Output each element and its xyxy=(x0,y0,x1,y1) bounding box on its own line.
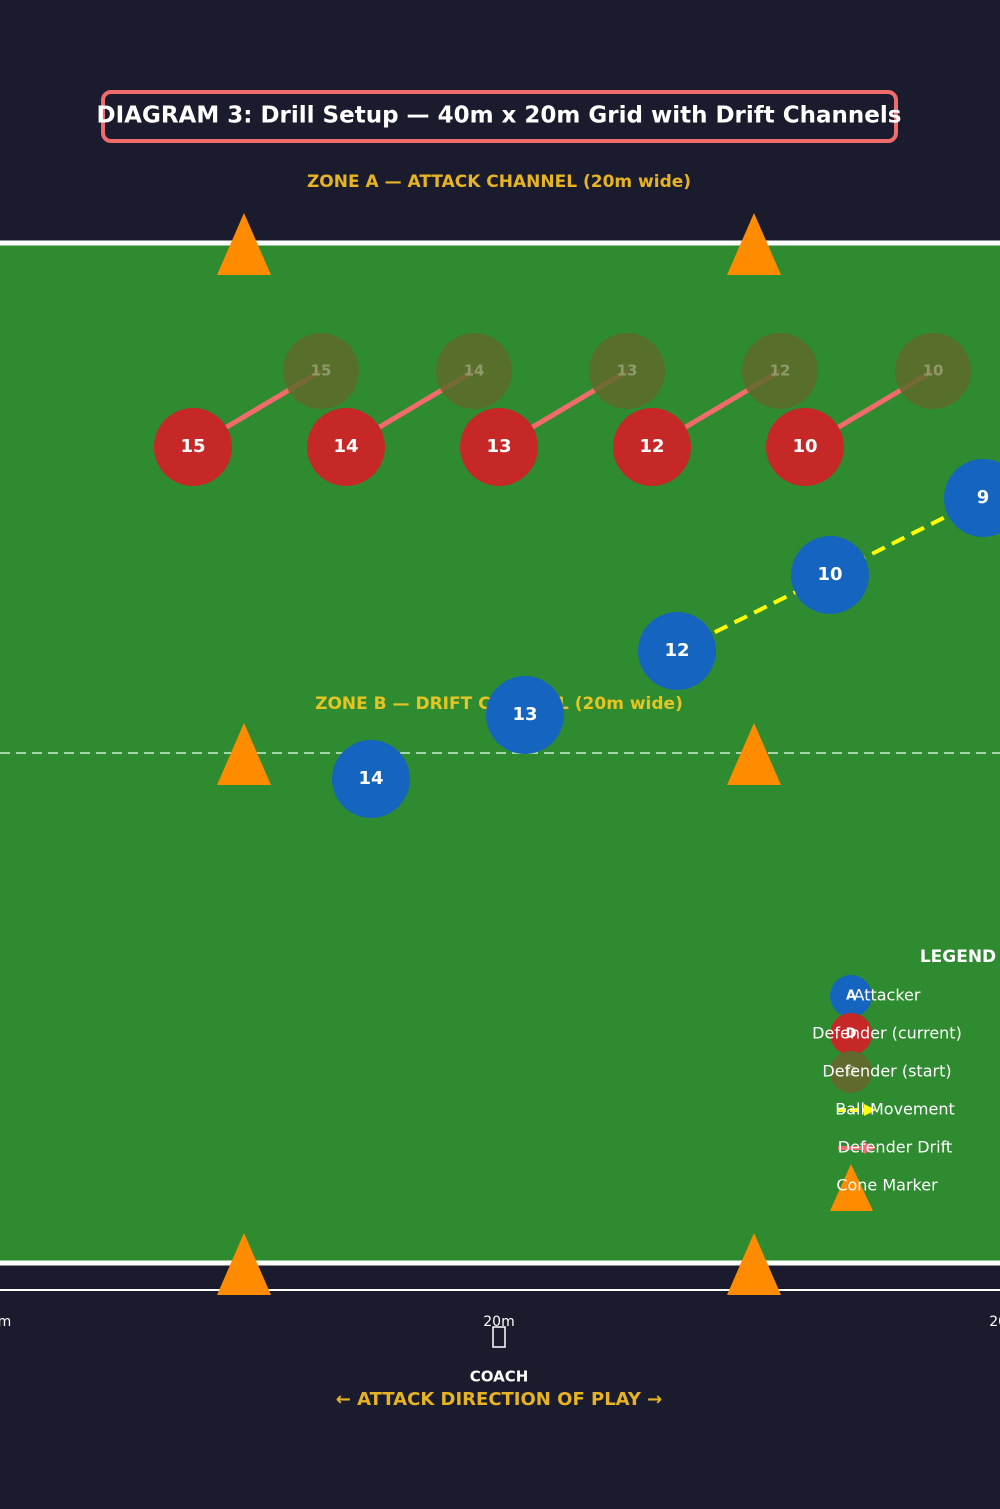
ball-path xyxy=(676,496,984,653)
legend-symbol: D xyxy=(846,1065,857,1080)
defender xyxy=(307,408,385,486)
defender-start-number: 10 xyxy=(923,362,944,380)
attacker xyxy=(944,459,1000,537)
cone xyxy=(727,213,781,275)
attacker xyxy=(486,676,564,754)
cone xyxy=(217,723,271,785)
defender-number: 15 xyxy=(180,436,205,457)
legend-label: Defender Drift xyxy=(838,1138,952,1157)
legend-title: LEGEND xyxy=(920,947,996,967)
defender-start-number: 13 xyxy=(617,362,638,380)
defender xyxy=(154,408,232,486)
legend-label: Defender (current) xyxy=(812,1024,962,1043)
direction-label: ← ATTACK DIRECTION OF PLAY → xyxy=(336,1389,663,1410)
legend-label: Cone Marker xyxy=(836,1176,938,1195)
defender-number: 10 xyxy=(792,436,817,457)
zone-label: ZONE A — ATTACK CHANNEL (20m wide) xyxy=(307,172,691,192)
defender xyxy=(766,408,844,486)
title-box xyxy=(101,90,898,143)
legend-arrowhead xyxy=(864,1104,876,1116)
defender-number: 13 xyxy=(486,436,511,457)
legend-arrowhead xyxy=(864,1142,876,1154)
defender-start xyxy=(589,333,665,409)
defender xyxy=(613,408,691,486)
cone xyxy=(217,1233,271,1295)
coach-icon xyxy=(492,1326,506,1348)
defender-number: 12 xyxy=(639,436,664,457)
legend-symbol: A xyxy=(846,989,856,1004)
axis-label: 0m xyxy=(0,1314,11,1330)
axis-label: 20m xyxy=(989,1314,1000,1330)
defender-start-number: 15 xyxy=(311,362,332,380)
legend-swatch xyxy=(830,975,872,1017)
cone xyxy=(727,1233,781,1295)
legend-swatch xyxy=(830,1051,872,1093)
defender xyxy=(460,408,538,486)
attacker xyxy=(791,536,869,614)
attacker xyxy=(332,740,410,818)
legend-symbol: D xyxy=(846,1027,857,1042)
attacker-number: 10 xyxy=(817,564,842,585)
legend-swatch xyxy=(830,1164,873,1211)
attacker-number: 12 xyxy=(664,640,689,661)
legend-label: Attacker xyxy=(854,986,921,1005)
defender-start xyxy=(436,333,512,409)
cone xyxy=(217,213,271,275)
defender-start-number: 14 xyxy=(464,362,485,380)
attacker-number: 9 xyxy=(977,487,990,508)
axis-label: 20m xyxy=(483,1314,514,1330)
defender-start xyxy=(895,333,971,409)
defender-start xyxy=(283,333,359,409)
cone xyxy=(727,723,781,785)
defender-number: 14 xyxy=(333,436,358,457)
attacker-number: 14 xyxy=(358,768,383,789)
coach-label: COACH xyxy=(470,1368,529,1386)
players: 15 14 13 12 10 15 14 13 12 10 9 10 12 13 14 xyxy=(154,213,1000,1295)
legend-label: Ball Movement xyxy=(835,1100,955,1119)
legend-label: Defender (start) xyxy=(822,1062,951,1081)
defender-start xyxy=(742,333,818,409)
legend-swatch xyxy=(830,1013,872,1055)
title: DIAGRAM 3: Drill Setup — 40m x 20m Grid … xyxy=(97,103,902,129)
attacker-number: 13 xyxy=(512,704,537,725)
attacker xyxy=(638,612,716,690)
defender-start-number: 12 xyxy=(770,362,791,380)
